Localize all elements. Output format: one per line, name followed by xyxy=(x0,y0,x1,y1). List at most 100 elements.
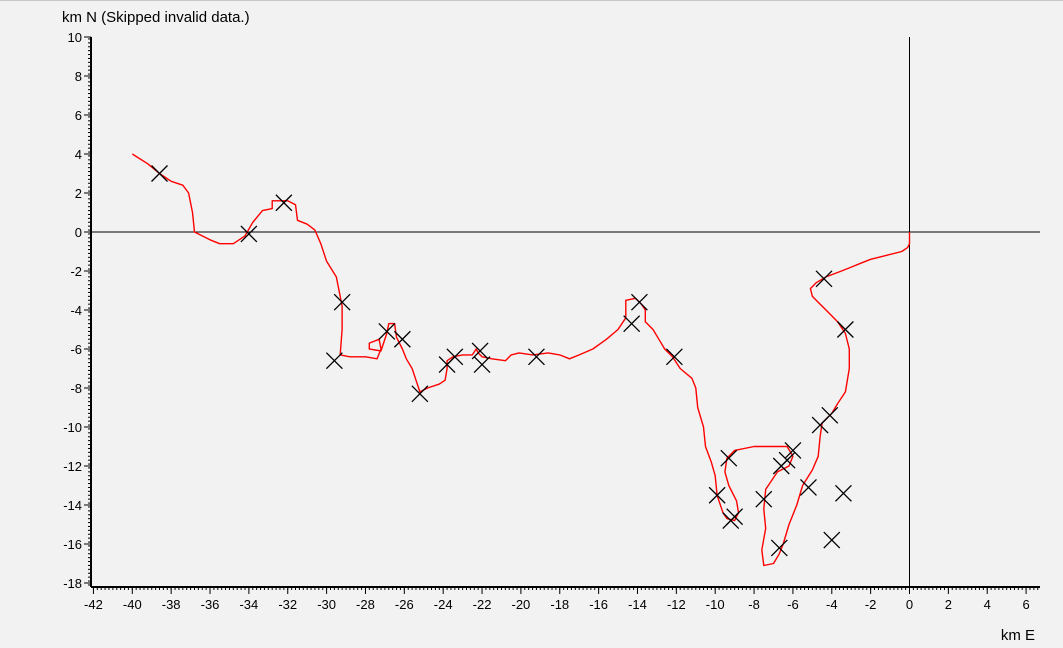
x-marker-stroke xyxy=(471,342,489,360)
x-marker-stroke xyxy=(473,356,491,374)
x-marker-stroke xyxy=(393,330,411,348)
x-marker xyxy=(446,348,464,366)
axes: -42 -40 -38 -36 -34 -32 -30 -28 -26 -24 -22 -20 -18-… xyxy=(63,30,1040,612)
x-marker-stroke xyxy=(823,531,841,549)
x-marker-stroke xyxy=(527,348,545,366)
x-tick-label: -20 xyxy=(512,597,531,612)
y-tick-label: 6 xyxy=(75,108,82,123)
x-tick-label: -22 xyxy=(473,597,492,612)
markers xyxy=(151,165,854,557)
x-marker xyxy=(726,508,744,526)
x-marker-stroke xyxy=(275,194,293,212)
x-marker-stroke xyxy=(378,322,396,340)
x-marker xyxy=(471,342,489,360)
y-tick-label: -6 xyxy=(70,342,82,357)
y-tick-label: -4 xyxy=(70,303,82,318)
y-tick-label: -8 xyxy=(70,381,82,396)
x-tick-label: -8 xyxy=(748,597,760,612)
x-tick-label: 2 xyxy=(945,597,952,612)
x-marker-stroke xyxy=(708,486,726,504)
x-marker-stroke xyxy=(240,225,258,243)
x-marker xyxy=(720,449,738,467)
x-marker xyxy=(240,225,258,243)
x-marker xyxy=(275,194,293,212)
x-tick-label: -2 xyxy=(865,597,877,612)
x-marker xyxy=(815,270,833,288)
y-tick-label: -12 xyxy=(63,459,82,474)
x-tick-label: -28 xyxy=(356,597,375,612)
y-tick-label: -18 xyxy=(63,576,82,591)
x-marker-stroke xyxy=(815,270,833,288)
x-tick-label: 4 xyxy=(984,597,991,612)
x-tick-label: -6 xyxy=(787,597,799,612)
x-marker xyxy=(784,441,802,459)
x-marker xyxy=(527,348,545,366)
x-tick-label: -12 xyxy=(667,597,686,612)
x-tick-label: -36 xyxy=(201,597,220,612)
y-tick-label: 2 xyxy=(75,186,82,201)
x-marker-stroke xyxy=(834,484,852,502)
x-marker xyxy=(411,385,429,403)
x-marker xyxy=(151,165,168,182)
x-marker xyxy=(333,293,351,311)
x-marker xyxy=(778,451,796,469)
y-tick-label: 4 xyxy=(75,147,82,162)
x-tick-label: -26 xyxy=(395,597,414,612)
x-marker-stroke xyxy=(778,451,796,469)
x-marker-stroke xyxy=(755,490,773,508)
x-tick-label: -14 xyxy=(628,597,647,612)
x-marker xyxy=(665,348,683,366)
x-marker-stroke xyxy=(630,293,648,311)
x-marker xyxy=(393,330,411,348)
y-tick-label: -14 xyxy=(63,498,82,513)
x-marker xyxy=(325,352,343,370)
x-marker xyxy=(836,321,854,338)
track xyxy=(131,153,911,567)
x-marker-stroke xyxy=(821,406,839,424)
track-line xyxy=(131,153,911,567)
x-marker-stroke xyxy=(446,348,464,366)
x-marker-stroke xyxy=(333,293,351,311)
x-marker-stroke xyxy=(151,165,168,182)
x-marker-stroke xyxy=(770,539,788,557)
x-tick-label: -42 xyxy=(84,597,103,612)
x-marker-stroke xyxy=(720,449,738,467)
x-tick-label: 0 xyxy=(906,597,913,612)
x-marker-stroke xyxy=(623,315,641,333)
x-marker-stroke xyxy=(325,352,343,370)
x-marker-stroke xyxy=(726,508,744,526)
x-tick-label: -30 xyxy=(317,597,336,612)
x-tick-label: -40 xyxy=(123,597,142,612)
y-tick-label: -10 xyxy=(63,420,82,435)
y-tick-label: 0 xyxy=(75,225,82,240)
x-marker-stroke xyxy=(665,348,683,366)
x-tick-label: -18 xyxy=(550,597,569,612)
x-tick-label: 6 xyxy=(1022,597,1029,612)
x-marker xyxy=(800,478,817,496)
x-marker xyxy=(378,322,396,340)
y-tick-label: -2 xyxy=(70,264,82,279)
y-tick-label: 8 xyxy=(75,69,82,84)
x-tick-label: -38 xyxy=(162,597,181,612)
x-marker xyxy=(473,356,491,374)
x-tick-label: -24 xyxy=(434,597,453,612)
x-tick-label: -16 xyxy=(589,597,608,612)
x-tick-label: -4 xyxy=(826,597,838,612)
x-marker xyxy=(630,293,648,311)
x-marker-stroke xyxy=(411,385,429,403)
x-tick-label: -10 xyxy=(706,597,725,612)
x-marker-stroke xyxy=(800,478,817,496)
x-marker xyxy=(834,484,852,502)
x-tick-label: -34 xyxy=(239,597,258,612)
x-marker-stroke xyxy=(836,321,854,338)
x-tick-label: -32 xyxy=(278,597,297,612)
x-marker xyxy=(823,531,841,549)
y-tick-label: 10 xyxy=(68,30,82,45)
x-axis-title: km E xyxy=(1001,627,1035,644)
y-axis-title: km N (Skipped invalid data.) xyxy=(62,9,250,26)
x-marker-stroke xyxy=(784,441,802,459)
y-tick-label: -16 xyxy=(63,537,82,552)
x-marker xyxy=(821,406,839,424)
